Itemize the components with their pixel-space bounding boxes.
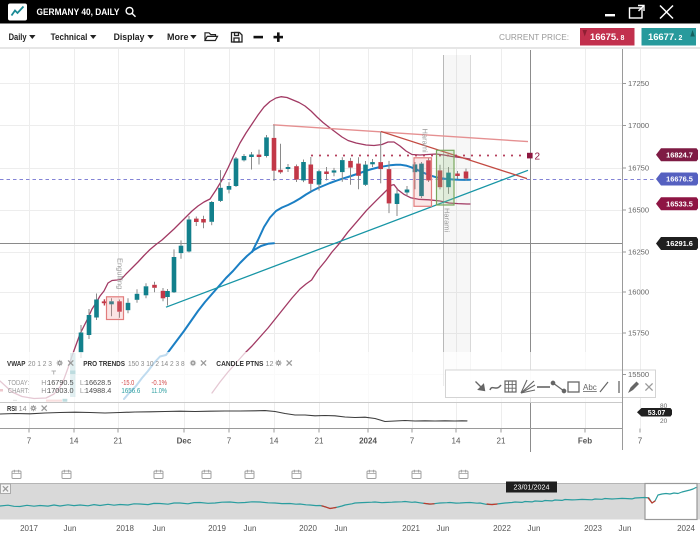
svg-text:Harami: Harami <box>443 208 452 233</box>
svg-text:21: 21 <box>315 437 324 446</box>
svg-text:20 1 2 3: 20 1 2 3 <box>28 359 52 368</box>
svg-text:2: 2 <box>679 35 683 42</box>
svg-text:Jun: Jun <box>244 524 257 533</box>
svg-text:21: 21 <box>114 437 123 446</box>
svg-text:2024: 2024 <box>677 524 695 533</box>
svg-text:16790.5: 16790.5 <box>47 378 73 387</box>
svg-text:2024: 2024 <box>359 437 377 446</box>
svg-text:2019: 2019 <box>208 524 226 533</box>
svg-text:-0.1%: -0.1% <box>151 378 167 387</box>
svg-text:16291.6: 16291.6 <box>666 239 693 248</box>
svg-text:L:: L: <box>80 378 86 387</box>
svg-text:16750: 16750 <box>628 164 649 173</box>
svg-text:14: 14 <box>452 437 461 446</box>
svg-text:Jun: Jun <box>335 524 348 533</box>
svg-text:17003.0: 17003.0 <box>47 386 73 395</box>
svg-text:16000: 16000 <box>628 288 649 297</box>
svg-text:2022: 2022 <box>493 524 511 533</box>
svg-text:16533.5: 16533.5 <box>666 199 693 208</box>
svg-text:16676.5: 16676.5 <box>666 175 693 184</box>
svg-text:CANDLE PTNS: CANDLE PTNS <box>216 359 263 368</box>
svg-text:Display: Display <box>114 32 145 42</box>
svg-text:2017: 2017 <box>20 524 38 533</box>
svg-text:23/01/2024: 23/01/2024 <box>514 483 550 492</box>
svg-text:2020: 2020 <box>299 524 317 533</box>
svg-text:16675.: 16675. <box>590 31 619 42</box>
svg-text:Jun: Jun <box>64 524 77 533</box>
svg-text:16500: 16500 <box>628 206 649 215</box>
svg-text:Abc: Abc <box>583 383 597 392</box>
svg-text:2018: 2018 <box>116 524 134 533</box>
svg-text:L:: L: <box>80 386 86 395</box>
svg-text:21: 21 <box>497 437 506 446</box>
svg-text:TODAY:: TODAY: <box>8 378 29 387</box>
svg-text:8: 8 <box>621 35 625 42</box>
svg-text:VWAP: VWAP <box>7 359 26 368</box>
svg-text:16250: 16250 <box>628 248 649 257</box>
svg-text:14: 14 <box>19 404 27 413</box>
svg-text:14: 14 <box>270 437 279 446</box>
svg-text:Jun: Jun <box>528 524 541 533</box>
svg-text:15750: 15750 <box>628 329 649 338</box>
svg-text:GERMANY 40, DAILY: GERMANY 40, DAILY <box>37 7 120 17</box>
svg-text:2: 2 <box>535 152 541 163</box>
svg-text:16824.7: 16824.7 <box>666 150 693 159</box>
svg-text:12: 12 <box>266 359 274 368</box>
svg-text:Jun: Jun <box>153 524 166 533</box>
svg-text:7: 7 <box>227 437 232 446</box>
svg-text:20: 20 <box>660 418 668 425</box>
svg-text:16677.: 16677. <box>648 31 677 42</box>
svg-text:2021: 2021 <box>402 524 420 533</box>
svg-text:Jun: Jun <box>619 524 632 533</box>
svg-text:7: 7 <box>27 437 32 446</box>
svg-text:17250: 17250 <box>628 79 649 88</box>
svg-text:H:: H: <box>41 378 48 387</box>
svg-text:CHART:: CHART: <box>8 386 29 395</box>
svg-text:17000: 17000 <box>628 121 649 130</box>
svg-text:Daily: Daily <box>9 32 27 42</box>
svg-text:RSI: RSI <box>7 404 17 413</box>
svg-text:11.0%: 11.0% <box>151 386 167 395</box>
svg-text:More: More <box>167 32 189 42</box>
svg-text:53.07: 53.07 <box>648 410 666 417</box>
svg-text:7: 7 <box>638 437 643 446</box>
svg-text:80: 80 <box>660 403 668 410</box>
svg-text:PRO TRENDS: PRO TRENDS <box>83 359 125 368</box>
svg-text:14: 14 <box>70 437 79 446</box>
svg-text:Dec: Dec <box>177 437 192 446</box>
svg-text:Jun: Jun <box>437 524 450 533</box>
svg-text:150 3 10 2 14 2 3 8: 150 3 10 2 14 2 3 8 <box>128 359 185 368</box>
svg-text:2023: 2023 <box>584 524 602 533</box>
svg-text:H:: H: <box>41 386 48 395</box>
svg-text:14988.4: 14988.4 <box>85 386 111 395</box>
svg-text:CURRENT PRICE:: CURRENT PRICE: <box>499 33 569 42</box>
svg-text:Harami: Harami <box>421 129 430 154</box>
svg-text:Engulfing: Engulfing <box>116 258 125 289</box>
svg-text:16628.5: 16628.5 <box>85 378 111 387</box>
svg-text:Technical: Technical <box>51 32 88 42</box>
svg-text:7: 7 <box>410 437 415 446</box>
svg-text:1656.6: 1656.6 <box>121 386 140 395</box>
svg-text:-15.0: -15.0 <box>121 378 134 387</box>
svg-text:15500: 15500 <box>628 370 649 379</box>
svg-text:Feb: Feb <box>578 437 592 446</box>
